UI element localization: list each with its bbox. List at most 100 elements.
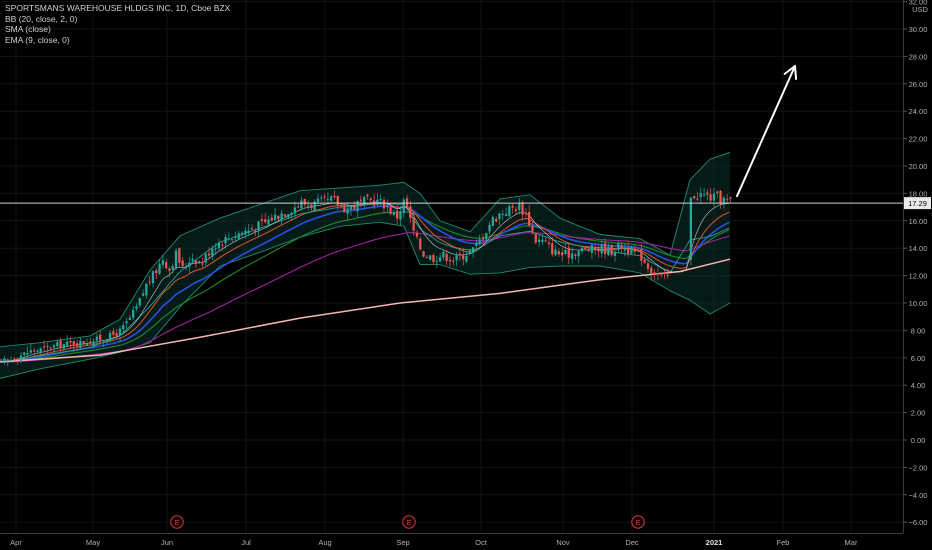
candle-body — [475, 242, 478, 247]
candle-body — [168, 268, 171, 271]
price-tick-label: 26.00 — [909, 80, 928, 89]
candle-body — [161, 260, 164, 265]
time-tick-label: Oct — [475, 538, 488, 547]
candle-body — [702, 194, 706, 196]
candle-body — [82, 341, 85, 345]
candle-body — [9, 359, 13, 361]
legend-bb[interactable]: BB (20, close, 2, 0) — [5, 13, 78, 24]
candle-body — [415, 232, 419, 237]
candle-body — [623, 247, 626, 251]
time-axis[interactable]: Apr May Jun Jul Aug Sep Oct Nov Dec 2021 Feb Mar — [10, 538, 858, 547]
candle-body — [326, 199, 329, 201]
time-tick-label: Sep — [396, 538, 409, 547]
candle-body — [339, 204, 343, 206]
earnings-marker[interactable] — [402, 515, 416, 529]
candle-body — [478, 239, 481, 245]
trend-arrow-head — [783, 64, 796, 75]
candle-body — [353, 205, 356, 209]
candle-body — [584, 247, 587, 249]
legend-title[interactable]: SPORTSMANS WAREHOUSE HLDGS INC, 1D, Cboe… — [5, 3, 231, 13]
time-tick-label: Jun — [161, 538, 173, 547]
candle-body — [79, 340, 82, 349]
candle-body — [706, 192, 709, 195]
candle-body — [148, 281, 151, 283]
candle-body — [607, 246, 610, 255]
last-price-text: 17.29 — [908, 199, 927, 208]
earnings-marker-label: E — [175, 520, 180, 527]
candle-body — [528, 211, 531, 226]
candle-body — [481, 238, 485, 240]
candle-body — [356, 201, 359, 212]
candle-body — [66, 341, 69, 346]
candle-body — [363, 197, 366, 203]
candle-body — [656, 273, 659, 275]
price-tick-label: 18.00 — [909, 189, 928, 198]
earnings-marker[interactable] — [631, 515, 645, 529]
candle-body — [165, 262, 168, 269]
candle-body — [518, 203, 521, 210]
candle-body — [42, 346, 46, 348]
candle-body — [23, 352, 26, 356]
candle-body — [198, 261, 201, 263]
candle-body — [689, 197, 692, 260]
trend-arrow-annotation[interactable] — [736, 64, 798, 198]
candle-body — [551, 243, 554, 255]
candle-body — [567, 247, 570, 258]
candle-body — [135, 306, 138, 309]
candle-body — [699, 193, 702, 197]
price-axis[interactable]: 32.00 30.00 28.00 26.00 24.00 22.00 20.00 18.00… — [903, 0, 927, 527]
candle-body — [254, 230, 257, 232]
sma-long — [0, 258, 731, 363]
candle-body — [498, 213, 501, 220]
legend-ema[interactable]: EMA (9, close, 0) — [5, 34, 70, 45]
candle-body — [287, 214, 290, 218]
price-tick-label: 6.00 — [911, 354, 926, 363]
candle-body — [485, 233, 488, 240]
candle-body — [726, 199, 729, 201]
candle-body — [273, 214, 277, 220]
candle-body — [310, 204, 313, 209]
candle-body — [231, 239, 234, 241]
candle-body — [330, 196, 333, 201]
time-tick-label: Dec — [625, 538, 639, 547]
candle-body — [577, 250, 580, 257]
ma-blue — [0, 205, 730, 363]
candle-body — [561, 252, 564, 256]
candle-body — [313, 201, 316, 211]
candle-body — [643, 259, 646, 263]
candle-body — [6, 359, 9, 361]
candle-body — [125, 321, 128, 324]
price-tick-label: 12.00 — [909, 272, 928, 281]
candle-body — [29, 350, 32, 353]
price-tick-label: 14.00 — [909, 244, 928, 253]
candle-body — [280, 213, 283, 219]
candle-body — [392, 212, 395, 215]
last-price-label: 17.29 — [904, 197, 931, 210]
candle-body — [151, 271, 155, 284]
price-tick-label: −4.00 — [909, 491, 928, 500]
legend-sma[interactable]: SMA (close) — [5, 24, 51, 35]
candle-body — [293, 207, 296, 214]
candle-body — [554, 249, 557, 256]
candle-body — [419, 238, 422, 250]
bb-lower-band — [0, 221, 731, 379]
candle-body — [709, 194, 712, 201]
candle-body — [495, 218, 498, 222]
candle-body — [409, 206, 412, 219]
candle-body — [448, 259, 452, 262]
candle-body — [587, 249, 590, 252]
price-tick-label: 2.00 — [911, 409, 926, 418]
candle-body — [646, 263, 650, 269]
price-tick-label: −2.00 — [909, 463, 928, 472]
candle-body — [250, 228, 254, 230]
earnings-marker[interactable] — [170, 515, 184, 529]
candle-body — [178, 248, 181, 263]
candle-body — [13, 358, 16, 361]
candle-body — [521, 202, 524, 215]
candle-body — [188, 262, 191, 267]
candle-body — [531, 226, 534, 232]
trend-arrow-shaft — [736, 64, 796, 198]
candle-body — [181, 260, 184, 267]
candle-body — [49, 347, 52, 349]
